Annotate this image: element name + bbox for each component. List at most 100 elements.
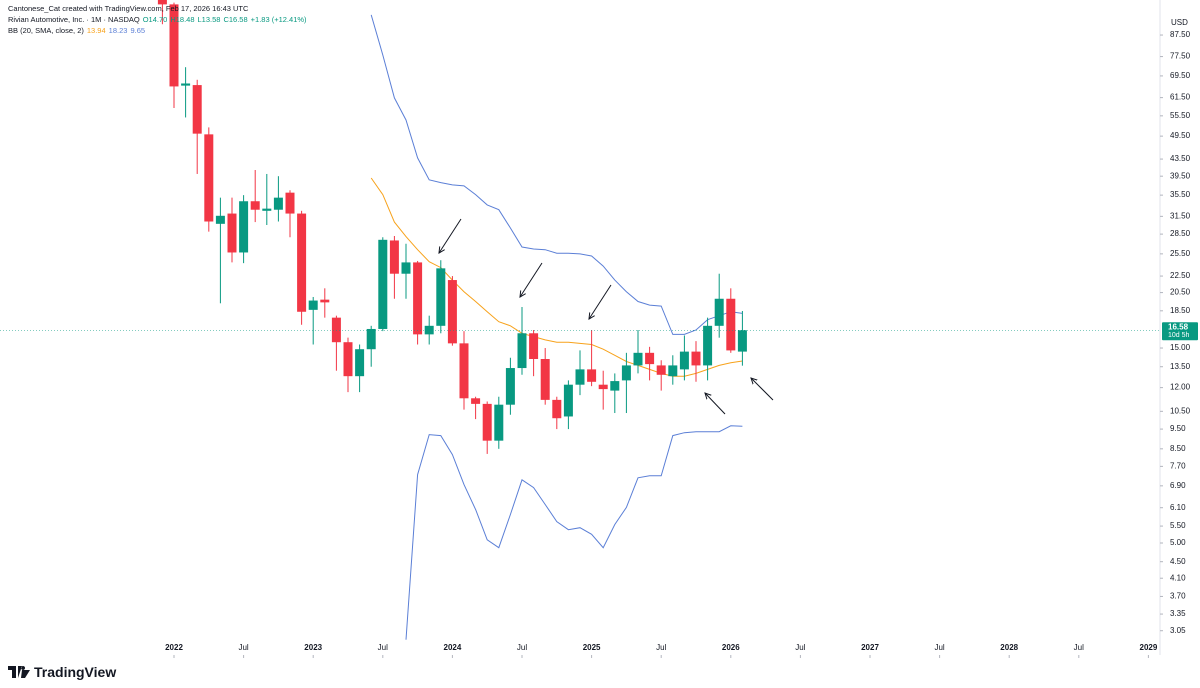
candle-body [331,317,341,343]
candle-body [610,381,620,391]
y-tick-label: 49.50 [1170,131,1191,140]
legend: Cantonese_Cat created with TradingView.c… [8,3,310,36]
countdown: 10d 5h [1168,332,1190,339]
candle-body [227,213,237,253]
candle-body [378,239,388,329]
band-line [370,14,743,335]
symbol: Rivian Automotive, Inc. · 1M · NASDAQ [8,15,140,24]
x-tick-label: Jul [795,643,805,652]
annotations [439,218,774,415]
candle-body [436,268,446,326]
y-tick-label: 22.50 [1170,271,1191,280]
x-tick-label: 2024 [444,643,462,652]
arrow [589,284,612,319]
x-tick-label: 2025 [583,643,601,652]
candle-body [679,351,689,370]
y-tick-label: 28.50 [1170,229,1191,238]
candle-body [505,368,515,405]
candle-body [563,384,573,417]
currency: USD [1171,18,1188,27]
candle-body [273,197,283,210]
candle-body [587,369,597,382]
candle-body [656,365,666,375]
candle-body [366,328,376,350]
candle-body [575,369,585,385]
candle-body [343,342,353,377]
candle-body [181,83,191,86]
x-tick-label: Jul [517,643,527,652]
ohlc: +1.83 (+12.41%) [250,15,307,24]
candle-body [447,280,457,344]
y-tick-label: 87.50 [1170,30,1191,39]
symbol-line: Rivian Automotive, Inc. · 1M · NASDAQ O14… [8,14,310,25]
x-tick-label: Jul [656,643,666,652]
arrow [751,378,774,401]
candle-body [355,349,365,377]
candle-body [482,403,492,441]
candle-body [157,0,167,5]
candle-body [169,4,179,87]
y-tick-label: 9.50 [1170,424,1186,433]
y-tick-label: 4.50 [1170,557,1186,566]
ohlc: L13.58 [197,15,221,24]
candle-body [668,365,678,377]
x-tick-label: 2023 [304,643,322,652]
y-tick-label: 5.00 [1170,538,1186,547]
indicator-line: BB (20, SMA, close, 2) 13.94 18.23 9.65 [8,25,310,36]
candle-body [250,201,260,210]
y-tick-label: 25.50 [1170,249,1191,258]
x-tick-label: 2027 [861,643,879,652]
candle-body [389,240,399,274]
candle-body [529,333,539,360]
y-tick-label: 61.50 [1170,93,1191,102]
logo-icon [8,666,30,678]
candle-body [598,384,608,390]
candle-body [297,213,307,312]
candle-body [471,398,481,404]
y-tick-label: 77.50 [1170,52,1191,61]
x-tick-label: Jul [1074,643,1084,652]
x-tick-label: 2028 [1000,643,1018,652]
candle-body [726,298,736,351]
candle-body [621,365,631,381]
candle-body [192,85,202,134]
x-tick-label: 2029 [1140,643,1158,652]
y-tick-label: 12.00 [1170,383,1191,392]
y-tick-label: 20.50 [1170,288,1191,297]
y-tick-label: 3.70 [1170,592,1186,601]
candle-body [239,201,249,253]
candle-body [540,359,550,400]
y-tick-label: 35.50 [1170,190,1191,199]
y-tick-label: 69.50 [1170,71,1191,80]
ohlc: O14.70 [142,15,168,24]
candle-body [215,215,225,224]
candle-body [517,333,527,369]
y-tick-label: 39.50 [1170,171,1191,180]
plot [0,0,1160,640]
y-tick-label: 55.50 [1170,111,1191,120]
band-line [405,425,743,640]
y-tick-label: 13.50 [1170,362,1191,371]
price-label-box [1162,322,1198,341]
x-tick-label: 2026 [722,643,740,652]
indicator: BB (20, SMA, close, 2) [8,26,84,35]
x-tick-label: Jul [378,643,388,652]
arrow [705,393,726,415]
y-tick-label: 18.50 [1170,306,1191,315]
band-value: 13.94 [86,26,106,35]
candle-body [285,192,295,214]
candle-body [459,343,469,399]
candle-body [262,208,272,211]
candle-body [714,298,724,326]
candle-body [633,352,643,366]
candle-body [401,262,411,274]
y-tick-label: 3.05 [1170,626,1186,635]
arrow [439,218,462,253]
ohlc: H18.48 [170,15,195,24]
y-tick-label: 3.35 [1170,609,1186,618]
x-tick-label: 2022 [165,643,183,652]
y-tick-label: 5.50 [1170,521,1186,530]
ohlc: C16.58 [223,15,248,24]
